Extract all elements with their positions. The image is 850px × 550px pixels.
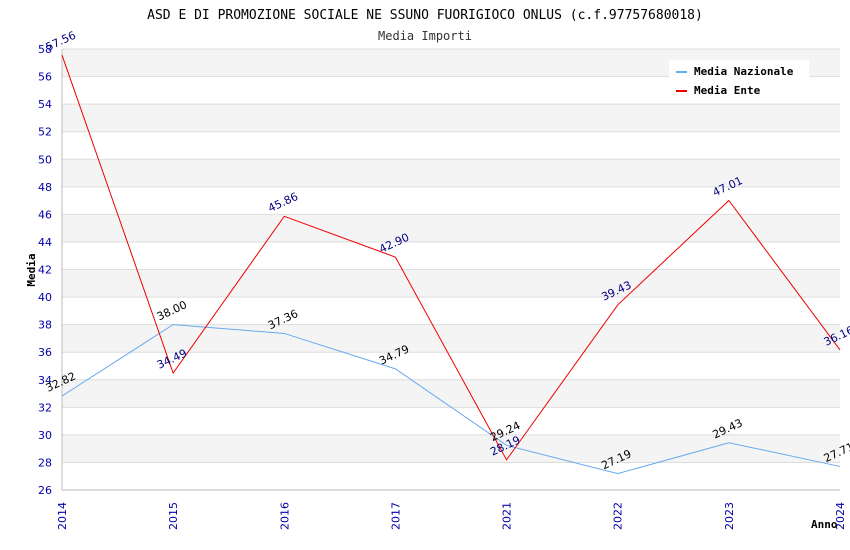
legend-label-media-nazionale: Media Nazionale xyxy=(694,65,794,78)
grid-band xyxy=(62,214,840,242)
x-tick-label: 2015 xyxy=(167,502,180,530)
grid-band xyxy=(62,407,840,435)
grid-band xyxy=(62,104,840,132)
x-tick-label: 2016 xyxy=(278,502,291,530)
x-axis-ticks: 2014 2015 2016 2017 2021 2022 2023 2024 xyxy=(56,502,847,530)
y-tick-label: 34 xyxy=(38,374,52,387)
x-tick-label: 2023 xyxy=(723,502,736,530)
series-lines xyxy=(61,54,841,475)
y-tick-label: 26 xyxy=(38,484,52,497)
chart-title: ASD E DI PROMOZIONE SOCIALE NE SSUNO FUO… xyxy=(147,8,703,23)
y-tick-label: 52 xyxy=(38,126,52,139)
series-line-media-ente xyxy=(61,54,841,461)
y-tick-label: 30 xyxy=(38,429,52,442)
chart-subtitle: Media Importi xyxy=(378,29,472,43)
y-tick-label: 36 xyxy=(38,346,52,359)
grid-bands xyxy=(62,49,840,490)
y-axis-label: Media xyxy=(25,253,38,286)
y-tick-label: 44 xyxy=(38,236,52,249)
x-tick-label: 2024 xyxy=(834,502,847,530)
y-tick-label: 56 xyxy=(38,71,52,84)
grid-band xyxy=(62,241,840,270)
y-axis-ticks: 26 28 30 32 34 36 38 40 42 44 46 48 50 52 54 56 58 xyxy=(38,43,52,497)
x-axis-label: Anno xyxy=(811,518,838,531)
grid-lines xyxy=(61,48,840,491)
y-tick-label: 58 xyxy=(38,43,52,56)
y-tick-label: 32 xyxy=(38,401,52,414)
x-tick-label: 2014 xyxy=(56,502,69,530)
y-tick-label: 50 xyxy=(38,153,52,166)
legend-label-media-ente: Media Ente xyxy=(694,84,761,97)
y-tick-label: 38 xyxy=(38,319,52,332)
x-tick-label: 2017 xyxy=(389,502,402,530)
y-tick-label: 46 xyxy=(38,208,52,221)
grid-band xyxy=(62,434,840,463)
legend: Media Nazionale Media Ente xyxy=(669,60,809,100)
y-tick-label: 40 xyxy=(38,291,52,304)
grid-band xyxy=(62,462,840,490)
grid-band xyxy=(62,297,840,325)
grid-band xyxy=(62,379,840,408)
grid-band xyxy=(62,269,840,298)
grid-band xyxy=(62,352,840,380)
legend-background xyxy=(669,60,809,100)
series-line-media-nazionale xyxy=(61,324,841,475)
grid-band xyxy=(62,159,840,187)
y-tick-label: 54 xyxy=(38,98,52,111)
y-tick-label: 48 xyxy=(38,181,52,194)
grid-band xyxy=(62,186,840,215)
grid-band xyxy=(62,131,840,160)
x-tick-label: 2021 xyxy=(501,502,514,530)
y-tick-label: 42 xyxy=(38,264,52,277)
x-tick-label: 2022 xyxy=(612,502,625,530)
y-tick-label: 28 xyxy=(38,456,52,469)
